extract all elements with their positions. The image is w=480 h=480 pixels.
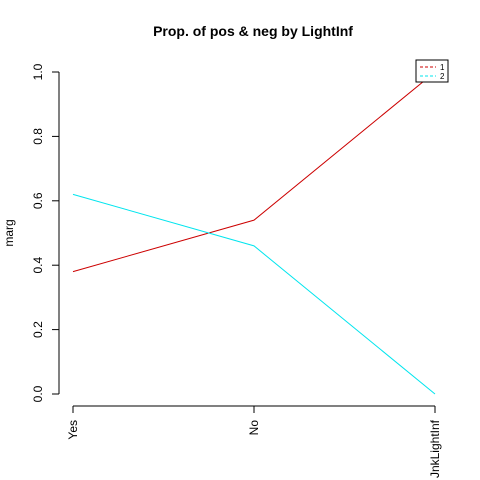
x-tick-label: Yes: [66, 420, 80, 440]
y-tick-label: 1.0: [31, 63, 45, 80]
x-ticks: Yes No JnkLightInf: [66, 406, 442, 478]
legend-box: [415, 59, 449, 83]
series-line-1: [72, 71, 436, 273]
series-line-2: [72, 193, 436, 395]
legend-label-1: 1: [440, 63, 445, 72]
series-lines: [72, 71, 436, 395]
legend-label-2: 2: [440, 72, 445, 81]
y-tick-label: 0.6: [31, 192, 45, 209]
legend: 1 2: [415, 59, 449, 83]
x-tick-label: No: [247, 420, 261, 436]
y-ticks: 0.0 0.2 0.4 0.6 0.8 1.0: [31, 63, 59, 402]
y-tick-label: 0.0: [31, 385, 45, 402]
y-tick-label: 0.4: [31, 257, 45, 274]
chart-title: Prop. of pos & neg by LightInf: [153, 23, 353, 39]
y-axis-label: marg: [2, 219, 16, 246]
y-tick-label: 0.8: [31, 128, 45, 145]
y-tick-label: 0.2: [31, 321, 45, 338]
x-tick-label: JnkLightInf: [428, 419, 442, 478]
